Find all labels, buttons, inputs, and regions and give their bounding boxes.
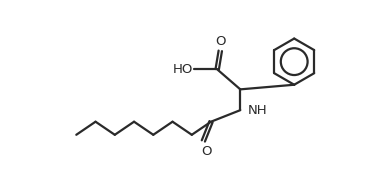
Text: O: O [215,35,226,48]
Text: NH: NH [248,104,268,117]
Text: O: O [201,145,212,158]
Text: HO: HO [173,63,194,76]
